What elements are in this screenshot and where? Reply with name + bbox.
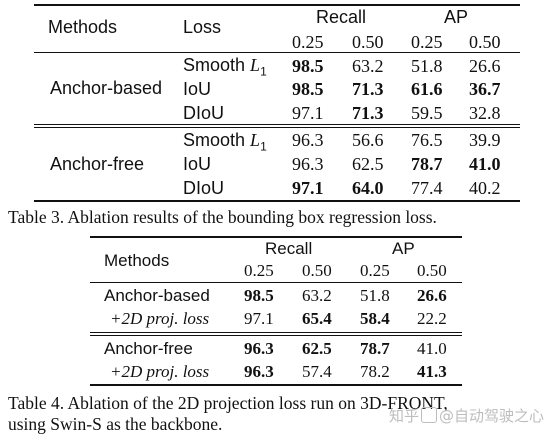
table4-row3-val2: 62.5 <box>302 339 332 358</box>
watermark-name: 自动驾驶之心 <box>453 407 544 425</box>
table3-header-ap: AP <box>444 7 469 27</box>
watermark-prefix: 知乎 <box>388 407 419 425</box>
table4-th-recall-025: 0.25 <box>244 261 274 280</box>
table3-row5-val3: 78.7 <box>411 154 443 174</box>
table3-th-ap-050: 0.50 <box>469 32 501 52</box>
table4-row4-method: +2D proj. loss <box>110 362 210 381</box>
table3-row3-val3: 59.5 <box>411 103 443 123</box>
table4-header-ap: AP <box>392 239 415 258</box>
table4-row3-val4: 41.0 <box>417 339 447 358</box>
table3-row4-loss: Smooth L1 <box>183 130 267 154</box>
table4-row2-val3: 58.4 <box>360 309 390 328</box>
table4-header-recall: Recall <box>265 239 313 258</box>
table4-row3-val1: 96.3 <box>244 339 274 358</box>
table3-row2-val3: 61.6 <box>411 79 443 99</box>
table3-bottom-rule <box>34 200 520 202</box>
table3-row4-val4: 39.9 <box>469 130 501 150</box>
table3-row5-val2: 62.5 <box>352 154 384 174</box>
table3-caption: Table 3. Ablation results of the boundin… <box>8 207 437 227</box>
table4-th-ap-025: 0.25 <box>360 261 390 280</box>
table3-mid-rule-2 <box>34 127 520 128</box>
table4-bottom-rule <box>90 384 462 386</box>
table3-top-rule <box>34 4 520 6</box>
table3-method-anchor-based: Anchor-based <box>50 78 163 98</box>
table4-row1-val4: 26.6 <box>417 286 447 305</box>
table3-row4-val1: 96.3 <box>292 130 324 150</box>
table4-row4-val2: 57.4 <box>302 362 332 381</box>
table3-row2-val4: 36.7 <box>469 79 501 99</box>
table3-row3-val1: 97.1 <box>292 103 324 123</box>
table3-row2-loss: IoU <box>183 79 212 99</box>
table4-row1-val3: 51.8 <box>360 286 390 305</box>
table4-row1-val2: 63.2 <box>302 286 332 305</box>
table4-row4-val4: 41.3 <box>417 362 447 381</box>
zhihu-badge-icon <box>420 407 437 423</box>
table4-header-rule <box>90 282 462 283</box>
table4-row2-val2: 65.4 <box>302 309 332 328</box>
table3-row5-val4: 41.0 <box>469 154 501 174</box>
table3-row3-val4: 32.8 <box>469 103 501 123</box>
table4-row4-val3: 78.2 <box>360 362 390 381</box>
table4-th-ap-050: 0.50 <box>417 261 447 280</box>
table4-row1-val1: 98.5 <box>244 286 274 305</box>
table4-row3-method: Anchor-free <box>104 339 193 358</box>
table3-row2-val2: 71.3 <box>352 79 384 99</box>
table4-mid-rule-2 <box>90 335 462 336</box>
table3-row1-loss: Smooth L1 <box>183 55 267 79</box>
table3-row1-val2: 63.2 <box>352 56 384 76</box>
table3-header-methods: Methods <box>48 17 118 37</box>
table4-th-recall-050: 0.50 <box>302 261 332 280</box>
table4-caption-line2: using Swin-S as the backbone. <box>8 414 223 434</box>
watermark: 知乎 @自动驾驶之心 <box>389 405 544 426</box>
table3-header-loss: Loss <box>183 17 222 37</box>
table3-row1-val4: 26.6 <box>469 56 501 76</box>
table3-row6-loss: DIoU <box>183 178 225 198</box>
table3-method-anchor-free: Anchor-free <box>50 154 145 174</box>
table4-mid-rule-1 <box>90 332 462 333</box>
watermark-at: @ <box>438 407 454 425</box>
table3-th-ap-025: 0.25 <box>411 32 443 52</box>
table4-row2-val1: 97.1 <box>244 309 274 328</box>
table3-row1-val1: 98.5 <box>292 56 324 76</box>
table3-th-recall-025: 0.25 <box>292 32 324 52</box>
table3-row2-val1: 98.5 <box>292 79 324 99</box>
table3-header-rule <box>34 52 520 53</box>
table3-row3-loss: DIoU <box>183 103 225 123</box>
table3-row4-val2: 56.6 <box>352 130 384 150</box>
table4-caption-line1: Table 4. Ablation of the 2D projection l… <box>8 393 448 413</box>
table3-row6-val4: 40.2 <box>469 178 501 198</box>
table3-row6-val2: 64.0 <box>352 178 384 198</box>
table3-header-recall: Recall <box>316 7 367 27</box>
table4-top-rule <box>90 236 462 238</box>
table4-row3-val3: 78.7 <box>360 339 390 358</box>
table3-row6-val3: 77.4 <box>411 178 443 198</box>
table3-row6-val1: 97.1 <box>292 178 324 198</box>
table4-row2-method: +2D proj. loss <box>110 309 210 328</box>
table4-header-methods: Methods <box>104 251 170 270</box>
table3-row1-val3: 51.8 <box>411 56 443 76</box>
table3-row3-val2: 71.3 <box>352 103 384 123</box>
table3-th-recall-050: 0.50 <box>352 32 384 52</box>
table3-row5-loss: IoU <box>183 154 212 174</box>
table4-row2-val4: 22.2 <box>417 309 447 328</box>
table3-row4-val3: 76.5 <box>411 130 443 150</box>
table4-row4-val1: 96.3 <box>244 362 274 381</box>
table3-mid-rule-1 <box>34 124 520 125</box>
table3-row5-val1: 96.3 <box>292 154 324 174</box>
table4-row1-method: Anchor-based <box>104 286 210 305</box>
